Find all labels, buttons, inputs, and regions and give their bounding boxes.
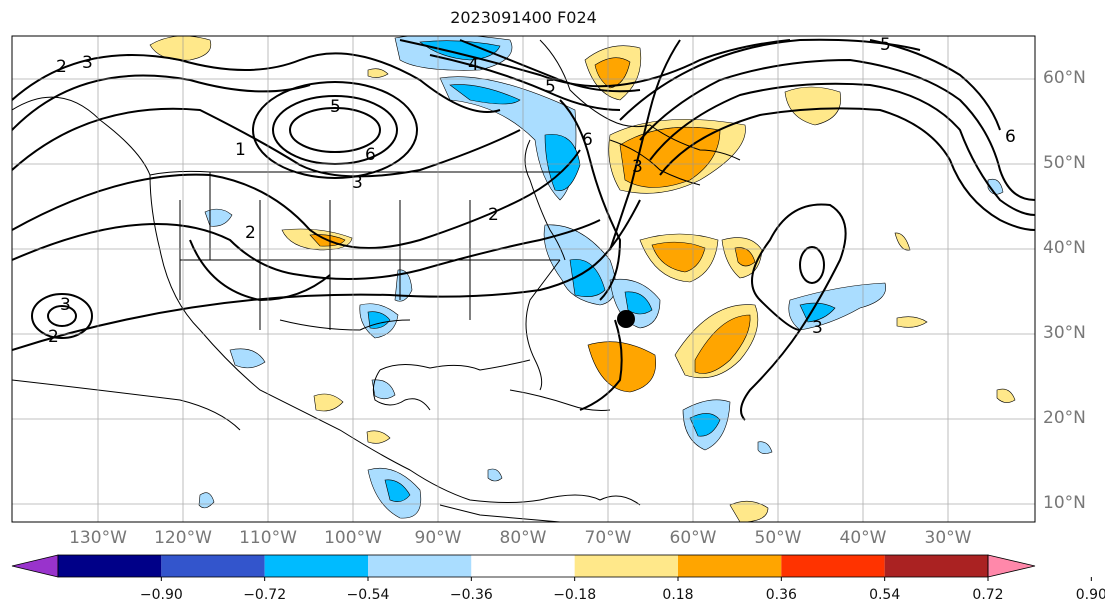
colorbar-extend-min (11, 554, 59, 578)
latitude-label: 10°N (1043, 493, 1086, 513)
colorbar-segment (678, 555, 782, 577)
contour-label: 4 (468, 55, 479, 75)
colorbar-tick-label: 0.72 (972, 587, 1004, 603)
longitude-label: 70°W (584, 528, 632, 548)
colorbar-segment (781, 555, 885, 577)
negative-anomaly (204, 208, 233, 227)
colorbar-tick-label: 0.54 (869, 587, 901, 603)
colorbar-tick-label: −0.54 (346, 587, 390, 603)
colorbar-tick-label: 0.36 (765, 587, 797, 603)
colorbar-segment (471, 555, 575, 577)
contour-label: 3 (352, 173, 363, 193)
longitude-label: 40°W (839, 528, 887, 548)
map-gridlines (12, 36, 1035, 522)
positive-anomaly (734, 247, 756, 267)
map-title: 2023091400 F024 (450, 8, 597, 27)
coastlines (12, 39, 741, 522)
latitude-label: 50°N (1043, 153, 1086, 173)
negative-anomaly (384, 479, 411, 502)
contour-label: 5 (545, 77, 556, 97)
contour-label: 3 (60, 295, 71, 315)
negative-anomaly (449, 84, 521, 105)
colorbar-outline (57, 554, 989, 578)
longitude-label: 120°W (154, 528, 212, 548)
positive-anomaly (784, 86, 842, 126)
positive-anomaly (313, 393, 344, 412)
positive-anomaly (729, 500, 769, 522)
latitude-label: 60°N (1043, 68, 1086, 88)
contour-label: 2 (56, 57, 67, 77)
negative-anomaly (569, 259, 606, 297)
contour-label: 2 (488, 205, 499, 225)
positive-anomaly (996, 388, 1016, 403)
positive-anomaly (594, 57, 631, 89)
longitude-label: 110°W (239, 528, 297, 548)
longitude-label: 100°W (324, 528, 382, 548)
contour-label: 6 (582, 130, 593, 150)
contour-label: 2 (245, 223, 256, 243)
longitude-label: 50°W (754, 528, 802, 548)
latitude-label: 30°N (1043, 323, 1086, 343)
longitude-label: 60°W (669, 528, 717, 548)
contour-label: 3 (812, 318, 823, 338)
colorbar-segment (264, 555, 368, 577)
contour-label: 1 (235, 140, 246, 160)
contour-label: 5 (330, 97, 341, 117)
negative-anomaly (419, 40, 501, 61)
latitude-label: 20°N (1043, 408, 1086, 428)
contour-lines (12, 38, 1035, 421)
colorbar (11, 554, 1092, 581)
colorbar-tick-label: 0.18 (662, 587, 694, 603)
colorbar-tick-label: −0.36 (449, 587, 493, 603)
longitude-label: 80°W (499, 528, 547, 548)
colorbar-segment (58, 555, 162, 577)
contour-label: 2 (48, 327, 59, 347)
negative-anomaly (757, 441, 773, 454)
negative-anomaly (367, 311, 391, 329)
positive-anomaly (694, 314, 751, 374)
negative-anomaly (371, 379, 396, 400)
colorbar-tick-label: 0.90 (1075, 587, 1105, 603)
storm-position-marker (617, 310, 635, 328)
negative-anomaly (439, 76, 577, 201)
anomaly-shading (149, 36, 1016, 522)
positive-anomaly (896, 316, 928, 328)
positive-anomaly (651, 241, 706, 273)
longitude-label: 130°W (69, 528, 127, 548)
colorbar-tick-label: −0.72 (243, 587, 287, 603)
colorbar-segment (368, 555, 472, 577)
colorbar-tick-label: −0.18 (553, 587, 597, 603)
positive-anomaly (367, 68, 389, 78)
negative-anomaly (229, 348, 266, 369)
longitude-label: 30°W (924, 528, 972, 548)
map-frame (11, 35, 1036, 523)
contour-label-group: 3 2 5 6 4 3 5 6 3 2 3 2 1 6 5 2 3 (48, 35, 1016, 347)
longitude-label: 90°W (414, 528, 462, 548)
contour-label: 5 (880, 35, 891, 55)
colorbar-tick-label: −0.90 (139, 587, 183, 603)
contour-label: 6 (1005, 127, 1016, 147)
contour-label: 6 (365, 145, 376, 165)
positive-anomaly (894, 232, 911, 251)
contour-label: 3 (632, 157, 643, 177)
negative-anomaly (394, 269, 413, 302)
positive-anomaly (366, 430, 391, 444)
colorbar-segment (884, 555, 988, 577)
negative-anomaly (624, 291, 653, 315)
latitude-label: 40°N (1043, 238, 1086, 258)
colorbar-segment (161, 555, 265, 577)
negative-anomaly (487, 468, 503, 482)
colorbar-extend-max (987, 554, 1036, 578)
colorbar-segment (574, 555, 678, 577)
contour-label: 3 (82, 53, 93, 73)
